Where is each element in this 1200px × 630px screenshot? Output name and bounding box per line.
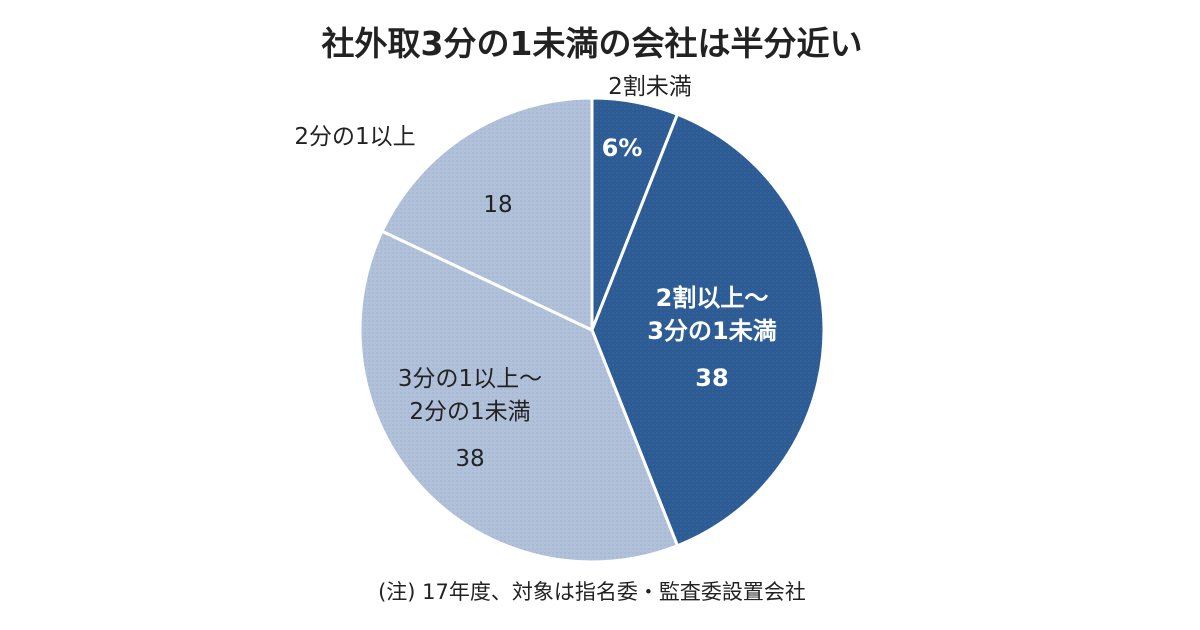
slice-label-2-line-1: 2割以上～ <box>656 284 769 312</box>
slice-value-4: 18 <box>483 192 512 218</box>
pie-slice-2 <box>590 112 826 548</box>
pie-slice-4 <box>380 96 594 332</box>
slice-label-2-line-2: 3分の1未満 <box>647 317 776 345</box>
slice-value-1: 6% <box>602 134 643 162</box>
chart-title: 社外取3分の1未満の会社は半分近い <box>322 24 863 63</box>
pie-slice-3 <box>358 229 679 564</box>
pie-labels: 2割未満 6% 2割以上～ 3分の1未満 38 3分の1以上～ 2分の1未満 38 2分の1以上… <box>294 74 776 472</box>
slice-value-2: 38 <box>695 364 728 392</box>
slice-label-1: 2割未満 <box>608 74 692 100</box>
chart-note: (注) 17年度、対象は指名委・監査委設置会社 <box>378 580 806 604</box>
slice-label-3-line-1: 3分の1以上～ <box>398 366 542 392</box>
slice-label-4: 2分の1以上 <box>294 124 415 150</box>
slice-value-3: 38 <box>455 446 484 472</box>
pie-slices <box>358 96 826 564</box>
slice-label-3-line-2: 2分の1未満 <box>409 399 530 425</box>
